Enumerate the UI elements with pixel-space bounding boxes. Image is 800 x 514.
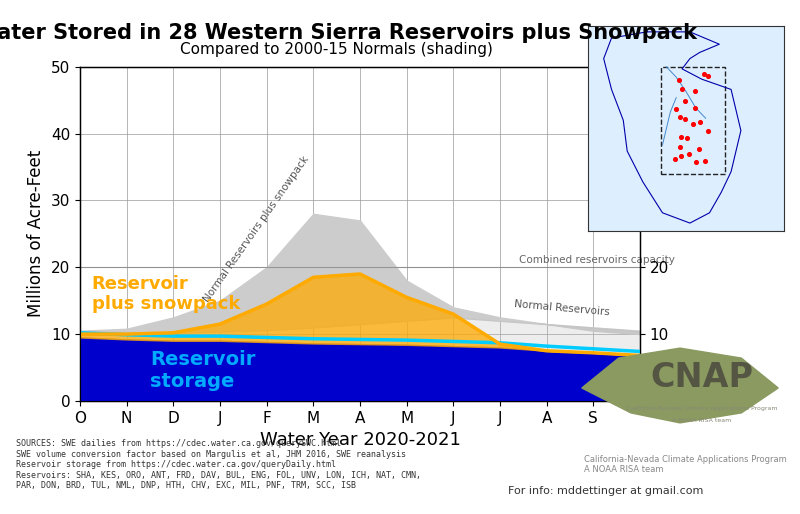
Point (698, 70, 710, 78)
Point (673, 76, 686, 84)
Point (678, 115, 691, 123)
Point (675, 85, 688, 93)
Point (683, 150, 696, 158)
Point (690, 158, 702, 167)
Point (694, 118, 706, 126)
Point (674, 113, 686, 121)
Text: Normal Reservoirs: Normal Reservoirs (514, 299, 610, 317)
Point (698, 157, 711, 165)
Point (674, 142, 686, 151)
Bar (661, 67, 725, 174)
Text: Compared to 2000-15 Normals (shading): Compared to 2000-15 Normals (shading) (179, 42, 493, 57)
Point (669, 155, 682, 163)
Point (681, 134, 694, 142)
Text: CNAP: CNAP (650, 361, 753, 394)
Text: For info: mddettinger at gmail.com: For info: mddettinger at gmail.com (508, 486, 703, 495)
Text: Reservoir
plus snowpack: Reservoir plus snowpack (92, 274, 240, 314)
X-axis label: Water Year 2020-2021: Water Year 2020-2021 (259, 431, 461, 449)
Point (702, 127, 714, 135)
Point (670, 105, 682, 114)
Point (674, 152, 687, 160)
Point (674, 133, 687, 141)
Text: A NOAA RISA team: A NOAA RISA team (672, 417, 731, 423)
Point (689, 104, 702, 112)
Point (693, 145, 706, 154)
Text: California-Nevada Climate Applications Program: California-Nevada Climate Applications P… (626, 406, 778, 411)
Y-axis label: Millions of Acre-Feet: Millions of Acre-Feet (27, 150, 46, 318)
Point (689, 87, 702, 96)
Text: Normal Reservoirs plus snowpack: Normal Reservoirs plus snowpack (202, 154, 310, 304)
Point (686, 120, 699, 128)
Text: California-Nevada Climate Applications Program
A NOAA RISA team: California-Nevada Climate Applications P… (584, 455, 786, 474)
Polygon shape (582, 348, 778, 423)
Text: Water Stored in 28 Western Sierra Reservoirs plus Snowpack: Water Stored in 28 Western Sierra Reserv… (0, 23, 697, 43)
Text: Reservoir
storage: Reservoir storage (150, 351, 255, 391)
Point (702, 71, 715, 80)
Text: Combined reservoirs capacity: Combined reservoirs capacity (518, 255, 674, 265)
Point (678, 97, 691, 105)
Text: SOURCES: SWE dailies from https://cdec.water.ca.gov/querySWC.html
SWE volume con: SOURCES: SWE dailies from https://cdec.w… (16, 439, 421, 490)
